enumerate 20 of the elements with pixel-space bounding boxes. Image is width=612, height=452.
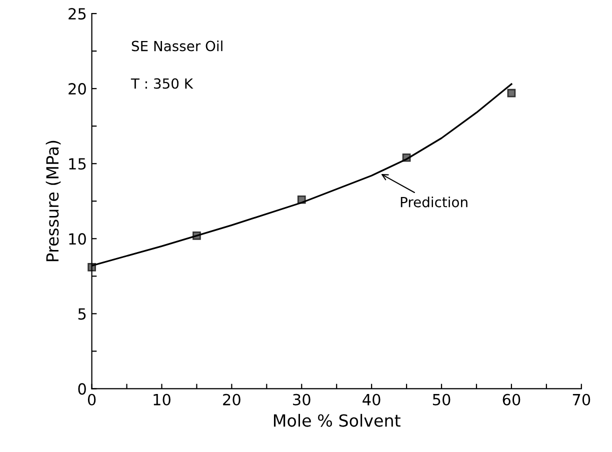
point (507, 88, 516, 98)
annotation: Prediction (400, 196, 468, 208)
x-tick-label: 30 (293, 394, 310, 406)
x-tick-label: 20 (223, 394, 240, 406)
x-tick-label: 70 (572, 394, 590, 406)
y-tick-label: 15 (69, 158, 86, 170)
annotation: T : 350 K (130, 78, 194, 89)
y-tick-label: 10 (69, 233, 86, 245)
annotation: SE Nasser Oil (132, 40, 222, 52)
x-tick-label: 50 (432, 394, 450, 406)
y-axis-title: Pressure (MPa) (46, 140, 61, 262)
y-tick-label: 0 (78, 383, 86, 395)
x-tick-label: 0 (88, 394, 96, 406)
y-tick-label: 25 (68, 8, 86, 20)
x-tick-label: 60 (502, 394, 520, 406)
x-tick-label: 10 (154, 394, 170, 406)
x-tick-label: 40 (362, 394, 380, 406)
y-tick-label: 20 (68, 83, 86, 95)
x-axis-title: Mole % Solvent (274, 414, 400, 427)
y-tick-label: 5 (78, 308, 86, 320)
